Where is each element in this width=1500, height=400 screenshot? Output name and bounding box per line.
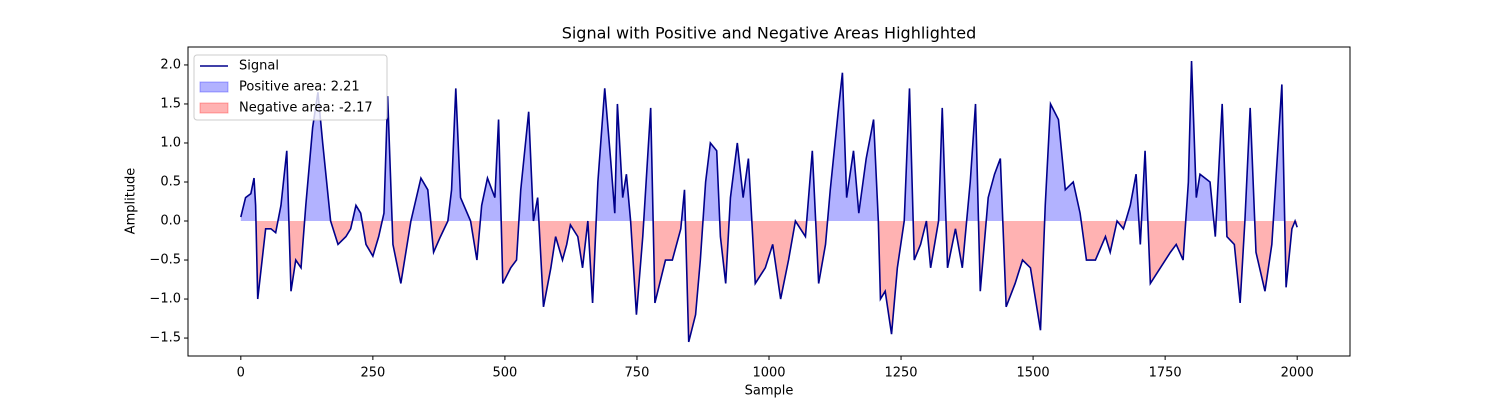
legend-label: Positive area: 2.21 <box>239 80 360 95</box>
y-tick-label: 1.0 <box>160 135 181 150</box>
y-axis-label: Amplitude <box>124 168 139 235</box>
legend-label: Negative area: -2.17 <box>239 101 373 116</box>
area-fill <box>240 221 1298 342</box>
legend-patch <box>199 81 229 93</box>
x-tick-label: 1500 <box>1017 366 1050 381</box>
legend-patch <box>199 102 229 114</box>
y-tick-label: −1.0 <box>149 292 181 307</box>
y-tick-label: 0.0 <box>160 214 181 229</box>
y-tick-label: 1.5 <box>160 96 181 111</box>
x-tick-label: 0 <box>237 366 245 381</box>
chart-title: Signal with Positive and Negative Areas … <box>562 24 977 43</box>
area-fill <box>240 61 1285 222</box>
signal-line <box>240 61 1298 343</box>
x-tick-label: 750 <box>625 366 650 381</box>
y-tick-label: −1.5 <box>149 331 181 346</box>
legend-box <box>193 54 388 121</box>
x-tick-label: 2000 <box>1281 366 1314 381</box>
y-tick-label: 2.0 <box>160 57 181 72</box>
x-tick-label: 500 <box>492 366 517 381</box>
legend-label: Signal <box>239 59 279 74</box>
x-axis-label: Sample <box>745 384 794 399</box>
x-tick-label: 250 <box>360 366 385 381</box>
y-tick-label: 0.5 <box>160 174 181 189</box>
x-tick-label: 1000 <box>752 366 785 381</box>
x-tick-label: 1250 <box>884 366 917 381</box>
x-tick-label: 1750 <box>1149 366 1182 381</box>
y-tick-label: −0.5 <box>149 253 181 268</box>
axes-frame <box>187 46 1351 357</box>
